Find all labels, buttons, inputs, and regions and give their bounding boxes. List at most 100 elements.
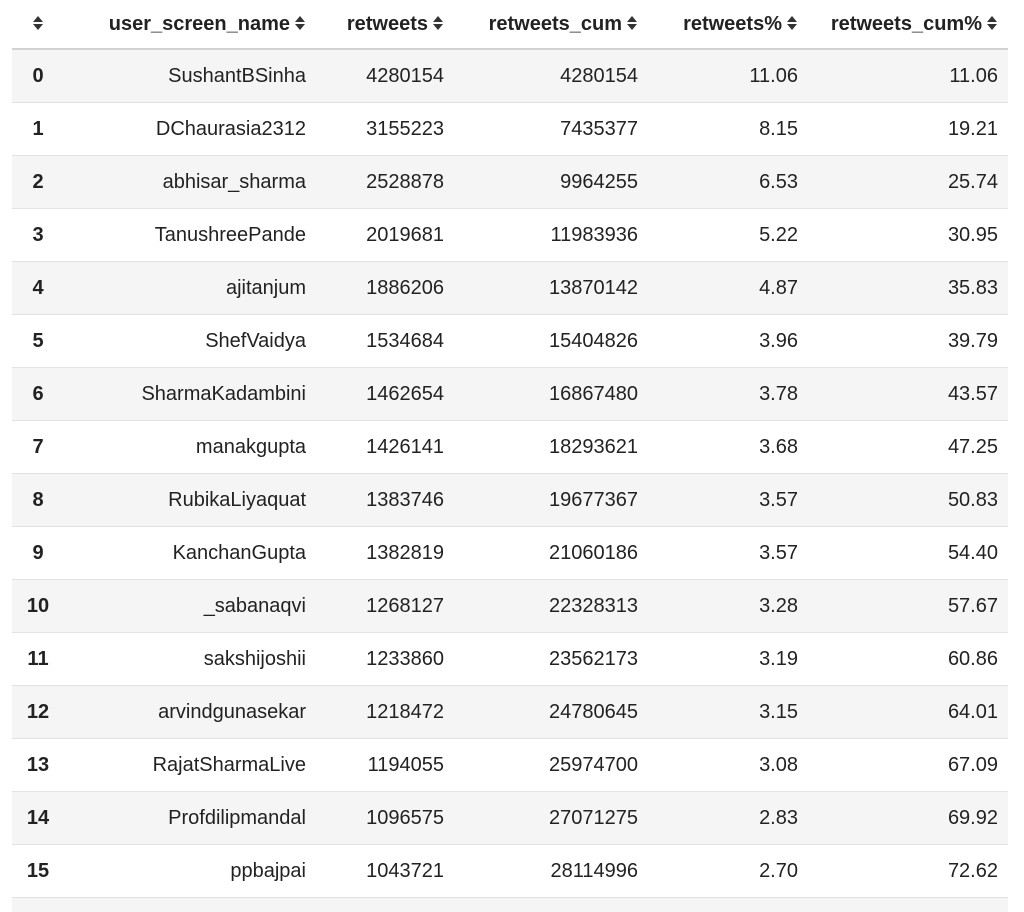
column-header-retweets-cum-pct[interactable]: retweets_cum% — [808, 0, 1008, 49]
sort-arrows-icon[interactable] — [294, 14, 306, 30]
cell-index: 14 — [12, 792, 64, 845]
cell-user-screen-name: manakgupta — [64, 421, 316, 474]
column-header-label: retweets% — [683, 13, 782, 35]
cell-empty — [454, 898, 648, 912]
cell-retweets: 1886206 — [316, 262, 454, 315]
cell-user-screen-name: ShefVaidya — [64, 315, 316, 368]
cell-retweets-cum-pct: 64.01 — [808, 686, 1008, 739]
cell-retweets-cum: 23562173 — [454, 633, 648, 686]
cell-retweets-cum: 18293621 — [454, 421, 648, 474]
cell-retweets-cum: 9964255 — [454, 156, 648, 209]
cell-retweets: 1218472 — [316, 686, 454, 739]
cell-retweets-cum-pct: 25.74 — [808, 156, 1008, 209]
cell-retweets-cum: 4280154 — [454, 49, 648, 103]
cell-retweets-cum-pct: 35.83 — [808, 262, 1008, 315]
sort-arrows-icon[interactable] — [786, 14, 798, 30]
cell-retweets-cum-pct: 69.92 — [808, 792, 1008, 845]
column-header-index[interactable] — [12, 0, 64, 49]
cell-retweets-cum: 21060186 — [454, 527, 648, 580]
cell-retweets-cum-pct: 11.06 — [808, 49, 1008, 103]
cell-index: 6 — [12, 368, 64, 421]
cell-retweets-cum: 24780645 — [454, 686, 648, 739]
cell-user-screen-name: RajatSharmaLive — [64, 739, 316, 792]
cell-retweets-cum: 15404826 — [454, 315, 648, 368]
data-table-container: user_screen_name retweets retweets_cum retw… — [12, 0, 1008, 912]
retweets-table: user_screen_name retweets retweets_cum retw… — [12, 0, 1008, 912]
table-header-row: user_screen_name retweets retweets_cum retw… — [12, 0, 1008, 49]
cell-retweets-cum: 7435377 — [454, 103, 648, 156]
cell-retweets-pct: 3.78 — [648, 368, 808, 421]
column-header-retweets-cum[interactable]: retweets_cum — [454, 0, 648, 49]
cell-user-screen-name: sakshijoshii — [64, 633, 316, 686]
cell-index: 2 — [12, 156, 64, 209]
cell-empty — [808, 898, 1008, 912]
table-row-partial — [12, 898, 1008, 912]
column-header-label: user_screen_name — [109, 13, 290, 35]
cell-user-screen-name: _sabanaqvi — [64, 580, 316, 633]
cell-retweets: 4280154 — [316, 49, 454, 103]
cell-index: 0 — [12, 49, 64, 103]
sort-arrows-icon[interactable] — [432, 14, 444, 30]
cell-retweets: 1462654 — [316, 368, 454, 421]
cell-index: 15 — [12, 845, 64, 898]
cell-retweets: 1383746 — [316, 474, 454, 527]
cell-retweets-cum: 11983936 — [454, 209, 648, 262]
cell-empty — [648, 898, 808, 912]
cell-retweets-cum-pct: 60.86 — [808, 633, 1008, 686]
cell-retweets-cum-pct: 47.25 — [808, 421, 1008, 474]
cell-index: 10 — [12, 580, 64, 633]
cell-retweets: 2019681 — [316, 209, 454, 262]
column-header-user-screen-name[interactable]: user_screen_name — [64, 0, 316, 49]
cell-user-screen-name: Profdilipmandal — [64, 792, 316, 845]
cell-retweets-cum-pct: 19.21 — [808, 103, 1008, 156]
cell-user-screen-name: TanushreePande — [64, 209, 316, 262]
cell-index: 4 — [12, 262, 64, 315]
sort-arrows-icon[interactable] — [986, 14, 998, 30]
cell-retweets-cum: 19677367 — [454, 474, 648, 527]
cell-retweets-cum: 22328313 — [454, 580, 648, 633]
cell-retweets-pct: 3.15 — [648, 686, 808, 739]
cell-retweets-cum-pct: 43.57 — [808, 368, 1008, 421]
cell-retweets-pct: 6.53 — [648, 156, 808, 209]
cell-retweets-pct: 5.22 — [648, 209, 808, 262]
cell-retweets-cum: 13870142 — [454, 262, 648, 315]
cell-retweets-pct: 2.83 — [648, 792, 808, 845]
column-header-label: retweets_cum — [489, 13, 622, 35]
cell-retweets: 1426141 — [316, 421, 454, 474]
cell-user-screen-name: ppbajpai — [64, 845, 316, 898]
cell-empty — [12, 898, 64, 912]
cell-retweets-pct: 4.87 — [648, 262, 808, 315]
cell-index: 9 — [12, 527, 64, 580]
cell-index: 1 — [12, 103, 64, 156]
cell-retweets: 1096575 — [316, 792, 454, 845]
cell-user-screen-name: arvindgunasekar — [64, 686, 316, 739]
column-header-retweets-pct[interactable]: retweets% — [648, 0, 808, 49]
cell-retweets-pct: 3.19 — [648, 633, 808, 686]
cell-user-screen-name: abhisar_sharma — [64, 156, 316, 209]
cell-retweets-cum-pct: 72.62 — [808, 845, 1008, 898]
cell-index: 7 — [12, 421, 64, 474]
column-header-retweets[interactable]: retweets — [316, 0, 454, 49]
column-header-label: retweets_cum% — [831, 13, 982, 35]
sort-arrows-icon[interactable] — [626, 14, 638, 30]
cell-retweets-pct: 3.08 — [648, 739, 808, 792]
cell-empty — [64, 898, 316, 912]
cell-retweets-cum: 28114996 — [454, 845, 648, 898]
cell-index: 3 — [12, 209, 64, 262]
cell-user-screen-name: KanchanGupta — [64, 527, 316, 580]
sort-arrows-icon[interactable] — [32, 14, 44, 30]
cell-retweets-pct: 3.96 — [648, 315, 808, 368]
cell-retweets-pct: 3.57 — [648, 527, 808, 580]
cell-retweets-pct: 3.57 — [648, 474, 808, 527]
cell-user-screen-name: DChaurasia2312 — [64, 103, 316, 156]
